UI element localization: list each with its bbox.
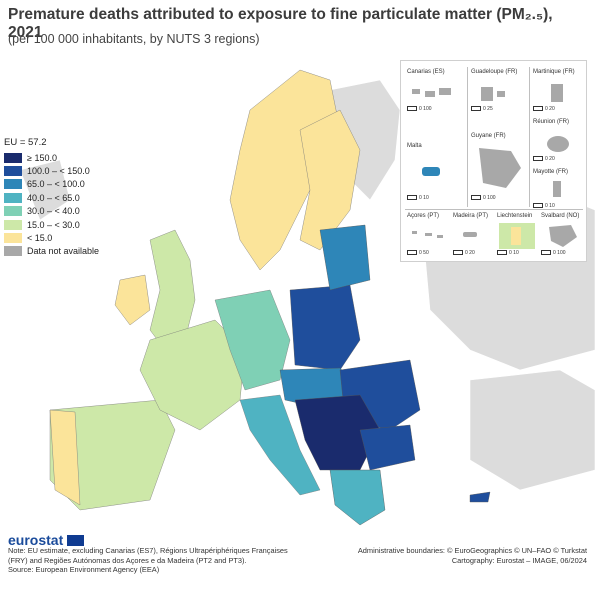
legend-swatch [4,246,22,257]
inset-scale: 0 20 [453,250,475,256]
credit-line: Cartography: Eurostat – IMAGE, 06/2024 [451,555,587,565]
inset-label: Réunion (FR) [533,119,570,125]
inset-shape [422,167,440,176]
inset-shape [499,223,535,249]
inset-divider [405,209,583,210]
inset-shape [463,232,477,237]
legend-swatch [4,192,22,203]
region-poland [289,284,361,371]
legend-item: 100.0 – < 150.0 [4,164,124,177]
inset-label: Malta [407,143,422,149]
inset-shape [479,148,521,188]
inset-madeira: Madeira (PT) 0 20 [453,213,493,258]
region-nordic [229,69,361,271]
inset-label: Guadeloupe (FR) [471,69,518,75]
inset-label: Madeira (PT) [453,213,489,219]
inset-label: Guyane (FR) [471,133,506,139]
inset-shape [549,225,577,247]
inset-scale: 0 100 [471,195,496,201]
region-france [139,319,246,431]
inset-guadeloupe: Guadeloupe (FR) 0 25 [471,69,526,114]
inset-scale: 0 20 [533,156,555,162]
region-greece [329,469,386,526]
legend-swatch [4,166,22,177]
inset-liechtenstein: Liechtenstein 0 10 [497,213,539,258]
inset-panel: Canarias (ES) 0 100 Guadeloupe (FR) 0 25… [400,60,587,262]
inset-scale: 0 50 [407,250,429,256]
legend-swatch [4,233,22,244]
legend-item: < 15.0 [4,231,124,244]
legend-item: Data not available [4,245,124,258]
logo-text: eurostat [8,532,64,548]
inset-malta: Malta 0 10 [407,143,462,203]
inset-martinique: Martinique (FR) 0 20 [533,69,583,114]
legend-label: ≥ 150.0 [27,152,57,163]
eu-flag-icon [67,534,85,546]
map-subtitle: (per 100 000 inhabitants, by NUTS 3 regi… [8,32,260,46]
region-iberia [49,399,176,511]
inset-guyane: Guyane (FR) 0 100 [471,133,529,203]
legend-item: 15.0 – < 30.0 [4,218,124,231]
inset-scale: 0 10 [407,195,429,201]
inset-svalbard: Svalbard (NO) 0 100 [541,213,585,258]
legend-label: Data not available [27,246,100,257]
credit-line: Administrative boundaries: © EuroGeograp… [357,546,587,555]
legend-label: 30.0 – < 40.0 [27,206,80,217]
inset-scale: 0 10 [497,250,519,256]
note-line: Note: EU estimate, excluding Canarias (E… [8,546,288,555]
legend-label: 65.0 – < 100.0 [27,179,85,190]
legend-item: ≥ 150.0 [4,151,124,164]
legend-item: 40.0 – < 65.0 [4,191,124,204]
region-uk-ireland [114,229,196,351]
inset-label: Mayotte (FR) [533,169,569,175]
legend-swatch [4,179,22,190]
inset-divider [467,67,468,207]
inset-scale: 0 100 [541,250,566,256]
legend-label: 15.0 – < 30.0 [27,219,80,230]
legend-item: 65.0 – < 100.0 [4,178,124,191]
map-title: Premature deaths attributed to exposure … [8,6,553,41]
inset-shape [547,136,569,152]
legend-eu-value: EU = 57.2 [4,137,47,148]
inset-shape [412,231,443,238]
legend-swatch [4,219,22,230]
legend-item: 30.0 – < 40.0 [4,205,124,218]
region-germany [214,289,291,391]
inset-shape [551,84,563,102]
region-bulgaria [359,424,416,471]
legend-label: 100.0 – < 150.0 [27,166,90,177]
inset-shape [553,181,561,197]
inset-label: Svalbard (NO) [541,213,580,219]
inset-mayotte: Mayotte (FR) 0 10 [533,169,583,211]
source-line: Source: European Environment Agency (EEA… [8,565,160,575]
legend-swatch [4,206,22,217]
legend-swatch [4,152,22,163]
inset-label: Liechtenstein [497,213,533,219]
legend-label: < 15.0 [27,233,53,244]
region-italy [239,394,321,496]
inset-divider [529,67,530,207]
inset-label: Canarias (ES) [407,69,445,75]
inset-label: Açores (PT) [407,213,440,219]
inset-reunion: Réunion (FR) 0 20 [533,119,583,164]
inset-canarias: Canarias (ES) 0 100 [407,69,462,114]
note-line: (FRY) and Regiões Autónomas dos Açores e… [8,555,247,565]
region-cyprus [469,491,491,503]
inset-acores: Açores (PT) 0 50 [407,213,449,258]
inset-shape [481,87,505,101]
inset-scale: 0 100 [407,106,432,112]
inset-scale: 0 20 [533,106,555,112]
europe-map [19,69,595,526]
inset-scale: 0 10 [533,203,555,209]
region-baltics [319,224,371,291]
inset-shape [412,88,451,97]
inset-scale: 0 25 [471,106,493,112]
inset-label: Martinique (FR) [533,69,575,75]
eurostat-logo: eurostat [8,532,85,548]
credits: Administrative boundaries: © EuroGeograp… [327,546,587,565]
map-legend: EU = 57.2 ≥ 150.0 100.0 – < 150.0 65.0 – <… [4,137,124,258]
footnote: Note: EU estimate, excluding Canarias (E… [8,546,338,575]
legend-label: 40.0 – < 65.0 [27,192,80,203]
